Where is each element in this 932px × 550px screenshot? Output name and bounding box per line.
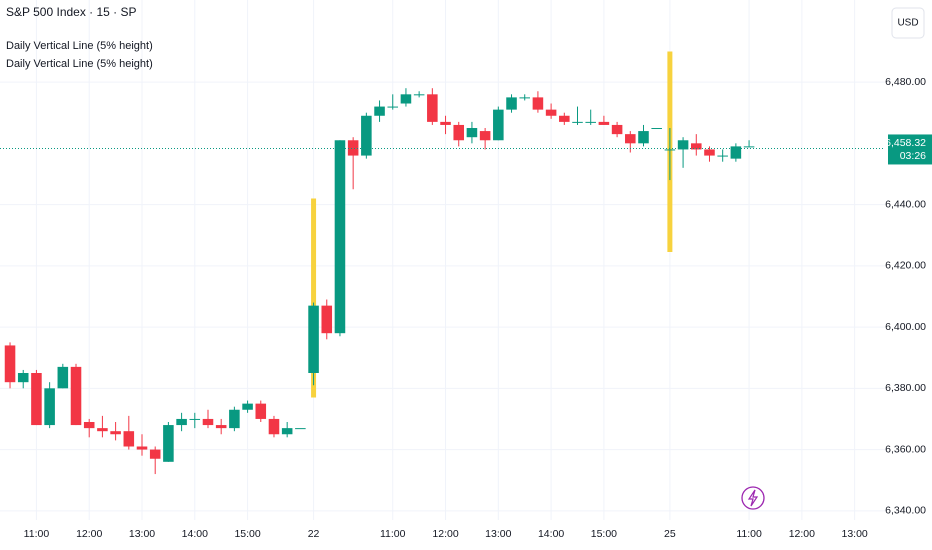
candle-body: [255, 403, 267, 419]
candle-body: [83, 422, 95, 429]
candle-body: [163, 425, 174, 462]
candle-body: [202, 418, 214, 426]
x-tick-label: 22: [308, 528, 320, 540]
candle-body: [664, 149, 676, 151]
x-tick-label: 12:00: [789, 528, 815, 540]
candle-body: [281, 428, 293, 435]
chart-title: S&P 500 Index · 15 · SP: [6, 5, 137, 19]
y-tick-label: 6,400.00: [885, 321, 926, 333]
candle-body: [572, 121, 583, 123]
candle-body: [413, 94, 425, 96]
lightning-icon[interactable]: [741, 486, 765, 510]
currency-button[interactable]: [891, 7, 925, 39]
candle-body: [70, 366, 82, 426]
candle-body: [374, 106, 385, 116]
candle-body: [611, 124, 623, 135]
candle-body: [730, 146, 742, 159]
x-tick-label: 12:00: [76, 528, 102, 540]
candle-body: [176, 418, 187, 426]
y-tick-label: 6,380.00: [885, 382, 926, 394]
indicator-legend: Daily Vertical Line (5% height): [6, 40, 153, 52]
candle-body: [598, 121, 610, 125]
candle-body: [110, 431, 121, 435]
countdown: 03:26: [900, 150, 926, 162]
candle-body: [585, 121, 596, 123]
candle-body: [189, 418, 201, 420]
candle-body: [149, 449, 161, 459]
candle-body: [308, 305, 319, 374]
candle-body: [559, 115, 570, 122]
candle-body: [545, 109, 557, 116]
candle-body: [625, 134, 636, 144]
x-tick-label: 13:00: [485, 528, 511, 540]
candle-body: [57, 366, 69, 389]
x-tick-label: 11:00: [24, 528, 50, 540]
candle-body: [638, 131, 649, 144]
candle-body: [691, 143, 702, 150]
x-tick-label: 15:00: [591, 528, 617, 540]
candle-body: [704, 149, 715, 156]
candle-body: [440, 121, 451, 125]
candle-body: [295, 428, 306, 430]
price-label-bg: [888, 134, 932, 165]
x-tick-label: 12:00: [432, 528, 458, 540]
y-tick-label: 6,340.00: [885, 505, 926, 517]
candle-body: [123, 431, 135, 447]
x-tick-label: 15:00: [234, 528, 260, 540]
candle-body: [321, 305, 333, 334]
x-tick-label: 13:00: [129, 528, 155, 540]
x-tick-label: 14:00: [182, 528, 208, 540]
candle-body: [743, 146, 755, 148]
y-tick-label: 6,360.00: [885, 443, 926, 455]
candle-body: [17, 373, 29, 383]
candle-body: [400, 94, 412, 104]
candle-body: [215, 425, 227, 429]
candle-body: [4, 345, 16, 383]
x-tick-label: 25: [664, 528, 676, 540]
x-tick-label: 11:00: [736, 528, 762, 540]
candle-body: [493, 109, 504, 141]
y-tick-label: 6,420.00: [885, 260, 926, 272]
x-tick-label: 14:00: [538, 528, 564, 540]
y-tick-label: 6,480.00: [885, 76, 926, 88]
indicator-legend: Daily Vertical Line (5% height): [6, 58, 153, 70]
candle-body: [361, 115, 372, 156]
candle-body: [651, 128, 662, 130]
candle-body: [519, 97, 530, 99]
candle-body: [97, 428, 108, 432]
price-axis: [885, 0, 932, 550]
candle-body: [677, 140, 689, 150]
candle-body: [506, 97, 517, 110]
candle-body: [334, 140, 346, 334]
price-label: 6,458.32: [885, 137, 926, 149]
candle-body: [347, 140, 359, 156]
candle-body: [427, 94, 438, 122]
candle-body: [268, 418, 280, 435]
candle-body: [532, 97, 544, 110]
candle-body: [717, 155, 728, 157]
y-tick-label: 6,440.00: [885, 198, 926, 210]
candle-body: [229, 409, 240, 429]
candle-body: [453, 124, 465, 141]
x-tick-label: 11:00: [380, 528, 406, 540]
currency[interactable]: USD: [897, 18, 918, 29]
candle-body: [466, 128, 478, 138]
candle-body: [44, 388, 55, 426]
candle-body: [136, 446, 148, 450]
candle-body: [31, 373, 42, 426]
candle-body: [242, 403, 253, 410]
x-tick-label: 13:00: [842, 528, 868, 540]
candle-body: [387, 106, 399, 108]
candle-body: [479, 131, 491, 141]
